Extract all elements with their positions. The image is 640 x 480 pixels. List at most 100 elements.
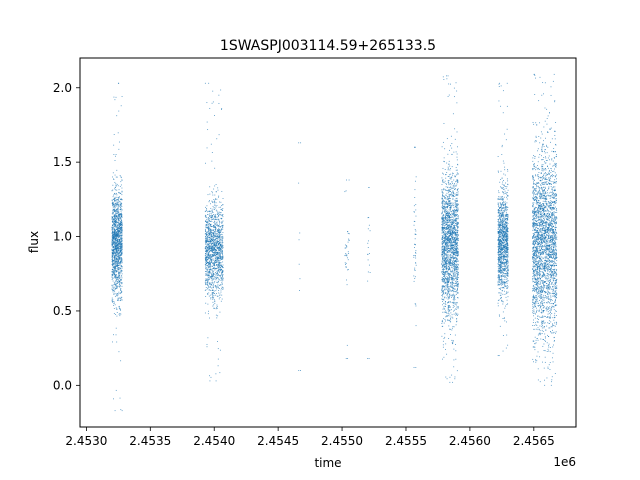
data-point bbox=[446, 240, 448, 242]
data-point bbox=[443, 160, 445, 162]
data-point bbox=[207, 259, 209, 261]
data-point bbox=[447, 176, 449, 177]
data-point bbox=[116, 283, 118, 284]
data-point bbox=[443, 200, 445, 202]
data-point bbox=[453, 249, 455, 251]
data-point bbox=[443, 256, 445, 258]
data-point bbox=[442, 358, 443, 360]
data-point bbox=[116, 250, 117, 252]
data-point bbox=[220, 246, 222, 248]
data-point bbox=[115, 279, 117, 281]
data-point bbox=[448, 197, 450, 199]
data-point bbox=[443, 123, 445, 124]
data-point bbox=[446, 266, 448, 268]
data-point bbox=[207, 218, 209, 220]
data-point bbox=[456, 169, 458, 171]
data-point bbox=[453, 253, 454, 254]
data-point bbox=[445, 186, 447, 188]
data-point bbox=[457, 207, 459, 209]
data-point bbox=[213, 199, 215, 200]
data-point bbox=[444, 287, 446, 289]
data-point bbox=[442, 299, 444, 300]
data-point bbox=[450, 257, 452, 259]
data-point bbox=[216, 281, 218, 283]
data-point bbox=[454, 275, 456, 277]
data-point bbox=[448, 238, 450, 239]
data-point bbox=[442, 280, 443, 282]
data-point bbox=[443, 260, 445, 261]
data-point bbox=[218, 253, 220, 254]
data-point bbox=[454, 269, 456, 271]
data-point bbox=[209, 266, 211, 268]
data-point bbox=[121, 221, 123, 223]
data-point bbox=[118, 192, 120, 194]
data-point bbox=[114, 230, 116, 232]
data-point bbox=[448, 310, 449, 312]
data-point bbox=[116, 241, 118, 242]
data-point bbox=[117, 219, 119, 221]
data-point bbox=[114, 225, 115, 227]
data-point bbox=[115, 389, 117, 391]
data-point bbox=[212, 295, 213, 297]
data-point bbox=[444, 277, 446, 278]
data-point bbox=[452, 185, 454, 187]
data-point bbox=[210, 224, 212, 226]
data-point bbox=[214, 221, 216, 223]
data-point bbox=[457, 283, 459, 285]
data-point bbox=[114, 244, 116, 246]
data-point bbox=[211, 256, 213, 258]
data-point bbox=[222, 242, 224, 244]
data-point bbox=[208, 258, 210, 260]
data-point bbox=[121, 212, 122, 214]
data-point bbox=[344, 262, 346, 264]
data-point bbox=[442, 256, 444, 258]
data-point bbox=[457, 223, 459, 225]
data-point bbox=[215, 234, 217, 236]
data-point bbox=[441, 191, 443, 193]
data-point bbox=[446, 294, 448, 295]
data-point bbox=[118, 223, 120, 225]
data-point bbox=[215, 260, 217, 261]
data-point bbox=[454, 235, 456, 237]
data-point bbox=[218, 289, 220, 291]
data-point bbox=[443, 308, 445, 310]
data-point bbox=[119, 283, 121, 285]
data-point bbox=[218, 247, 220, 249]
data-point bbox=[452, 205, 454, 207]
data-point bbox=[115, 235, 117, 237]
data-point bbox=[114, 304, 116, 306]
data-point bbox=[455, 358, 457, 360]
data-point bbox=[117, 261, 119, 263]
data-point bbox=[112, 234, 114, 235]
data-point bbox=[206, 260, 208, 262]
data-point bbox=[442, 222, 444, 224]
data-point bbox=[445, 270, 447, 272]
data-point bbox=[455, 232, 457, 234]
data-point bbox=[456, 267, 457, 269]
data-point bbox=[457, 194, 459, 196]
data-point bbox=[457, 255, 459, 257]
data-point bbox=[219, 254, 221, 256]
data-point bbox=[213, 252, 215, 254]
data-point bbox=[450, 217, 452, 219]
data-point bbox=[444, 308, 446, 310]
data-point bbox=[448, 266, 450, 268]
data-point bbox=[453, 273, 455, 275]
data-point bbox=[456, 235, 458, 237]
data-point bbox=[222, 216, 224, 218]
data-point bbox=[210, 247, 212, 249]
data-point bbox=[455, 281, 457, 283]
data-point bbox=[455, 344, 456, 345]
data-point bbox=[453, 223, 454, 225]
data-point bbox=[457, 260, 459, 262]
data-point bbox=[207, 241, 209, 243]
data-point bbox=[453, 237, 455, 239]
data-point bbox=[116, 208, 117, 210]
data-point bbox=[447, 203, 448, 205]
data-point bbox=[453, 293, 454, 295]
data-point bbox=[444, 210, 446, 212]
data-point bbox=[218, 292, 220, 294]
data-point bbox=[447, 241, 449, 242]
data-point bbox=[111, 217, 113, 219]
data-point bbox=[216, 258, 218, 260]
